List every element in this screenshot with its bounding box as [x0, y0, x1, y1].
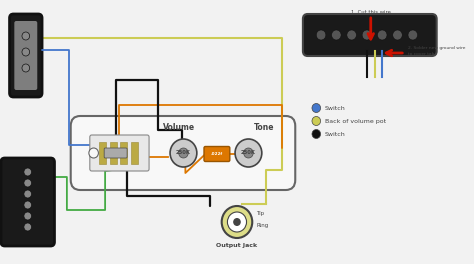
- Text: 2. Solder new ground wire
to cover tab: 2. Solder new ground wire to cover tab: [408, 46, 465, 56]
- Text: Ring: Ring: [256, 223, 268, 228]
- Circle shape: [22, 64, 29, 72]
- Circle shape: [22, 32, 29, 40]
- Bar: [120, 142, 127, 164]
- Circle shape: [312, 116, 320, 125]
- FancyBboxPatch shape: [104, 148, 127, 158]
- Circle shape: [24, 190, 32, 198]
- Circle shape: [408, 30, 418, 40]
- Circle shape: [347, 30, 356, 40]
- Circle shape: [22, 48, 29, 56]
- Circle shape: [24, 201, 32, 209]
- Circle shape: [89, 148, 99, 158]
- Circle shape: [179, 148, 188, 158]
- Text: Back of volume pot: Back of volume pot: [325, 119, 386, 124]
- FancyBboxPatch shape: [9, 14, 42, 97]
- Bar: [131, 142, 137, 164]
- Circle shape: [170, 139, 197, 167]
- FancyBboxPatch shape: [1, 158, 55, 246]
- Text: Output Jack: Output Jack: [217, 243, 257, 248]
- Circle shape: [228, 212, 246, 232]
- FancyBboxPatch shape: [204, 147, 230, 162]
- Text: .022f: .022f: [211, 152, 223, 156]
- FancyBboxPatch shape: [303, 14, 437, 56]
- Circle shape: [312, 103, 320, 112]
- Circle shape: [235, 139, 262, 167]
- FancyBboxPatch shape: [90, 135, 149, 171]
- Circle shape: [24, 223, 32, 231]
- FancyBboxPatch shape: [14, 21, 37, 90]
- Circle shape: [316, 30, 326, 40]
- Circle shape: [362, 30, 372, 40]
- Circle shape: [332, 30, 341, 40]
- Circle shape: [24, 212, 32, 220]
- Bar: [100, 142, 106, 164]
- Circle shape: [312, 130, 320, 139]
- Text: Switch: Switch: [325, 132, 346, 137]
- Circle shape: [222, 206, 252, 238]
- Circle shape: [377, 30, 387, 40]
- Circle shape: [24, 179, 32, 187]
- Text: 250K: 250K: [176, 150, 191, 155]
- Text: Tone: Tone: [254, 122, 274, 131]
- Text: Switch: Switch: [325, 106, 346, 111]
- Text: Volume: Volume: [163, 122, 195, 131]
- Circle shape: [24, 168, 32, 176]
- Circle shape: [244, 148, 253, 158]
- Text: Tip: Tip: [256, 211, 264, 216]
- Text: 250K: 250K: [241, 150, 256, 155]
- Bar: [110, 142, 117, 164]
- Circle shape: [233, 218, 241, 226]
- Text: 1. Cut this wire: 1. Cut this wire: [351, 11, 391, 16]
- Circle shape: [393, 30, 402, 40]
- FancyBboxPatch shape: [71, 116, 295, 190]
